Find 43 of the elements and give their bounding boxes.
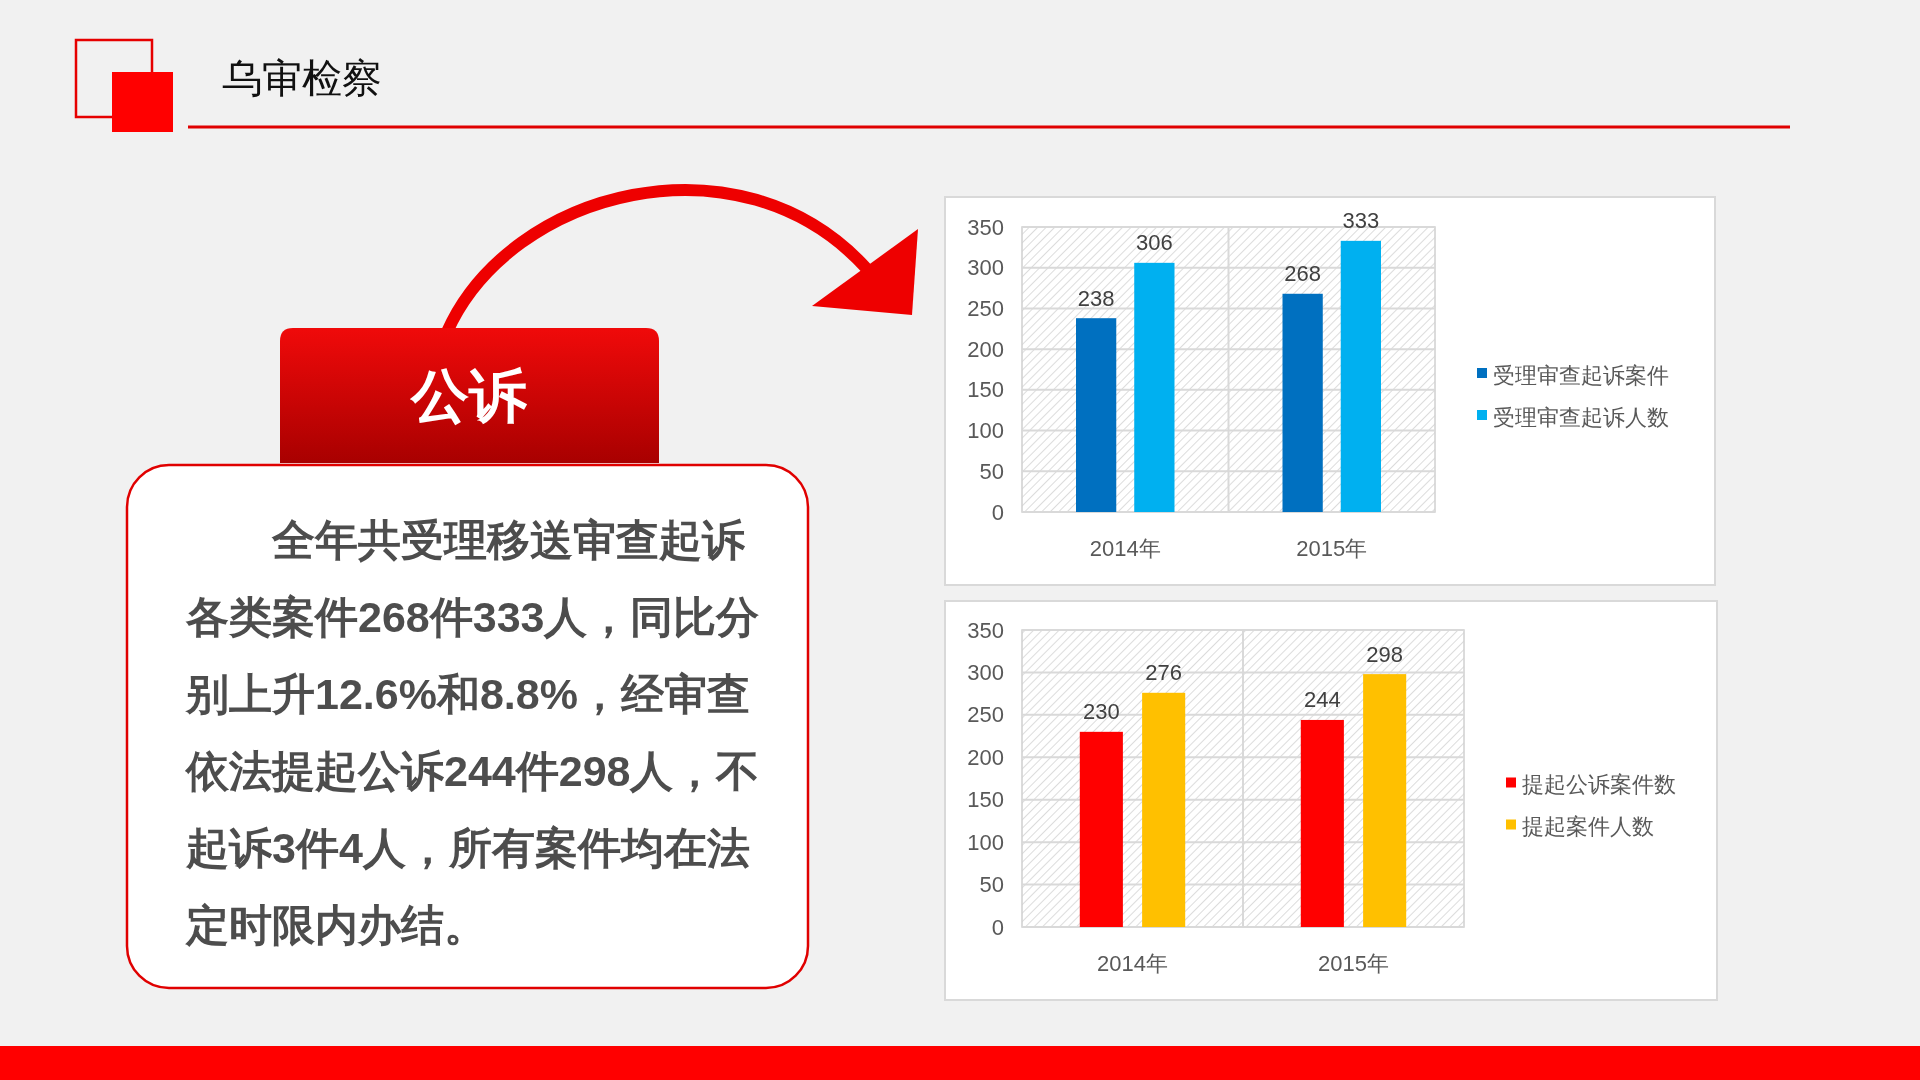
bar	[1134, 262, 1175, 512]
y-tick-label: 350	[967, 617, 1004, 643]
legend-label: 提起案件人数	[1522, 814, 1654, 839]
data-label: 276	[1145, 660, 1183, 686]
bar	[1363, 674, 1407, 927]
data-label: 238	[1077, 285, 1115, 311]
y-tick-label: 0	[991, 914, 1004, 940]
bar	[1340, 240, 1381, 512]
x-tick-label: 2014年	[1089, 535, 1161, 561]
data-label: 244	[1303, 687, 1341, 713]
bar	[1300, 719, 1344, 927]
y-tick-label: 0	[991, 499, 1004, 525]
bar	[1079, 731, 1123, 927]
data-label: 230	[1082, 699, 1120, 725]
x-tick-label: 2015年	[1296, 535, 1368, 561]
y-tick-label: 300	[967, 255, 1004, 281]
text: 全年共受理移送审查起诉各类案件268件333人，同比分别上升12.6%和8.8%，经审查依法提起公诉244件298人，不起诉3件4人，所有案件均在法定时限内办结。	[186, 515, 761, 951]
y-tick-label: 150	[967, 787, 1004, 813]
legend-label: 受理审查起诉案件	[1493, 362, 1669, 388]
x-tick-label: 2014年	[1097, 950, 1168, 976]
y-tick-label: 250	[967, 295, 1004, 321]
data-label: 306	[1136, 230, 1173, 256]
x-tick-label: 2015年	[1318, 950, 1389, 976]
y-tick-label: 300	[967, 659, 1004, 685]
text: 公诉	[409, 362, 528, 430]
y-tick-label: 50	[979, 872, 1004, 898]
bar	[1076, 318, 1117, 512]
y-tick-label: 350	[967, 214, 1004, 240]
y-tick-label: 150	[967, 377, 1004, 403]
y-tick-label: 200	[967, 336, 1004, 362]
y-tick-label: 250	[967, 702, 1004, 728]
data-label: 268	[1284, 261, 1321, 287]
text: 乌审检察	[222, 55, 382, 101]
legend-label: 提起公诉案件数	[1522, 772, 1676, 797]
y-tick-label: 100	[967, 829, 1004, 855]
y-tick-label: 100	[967, 418, 1004, 444]
data-label: 333	[1342, 208, 1380, 234]
bar	[1282, 293, 1323, 512]
y-tick-label: 200	[967, 744, 1004, 770]
data-label: 298	[1366, 641, 1404, 667]
bar	[1142, 692, 1186, 927]
legend-label: 受理审查起诉人数	[1493, 404, 1669, 430]
y-tick-label: 50	[979, 458, 1004, 484]
